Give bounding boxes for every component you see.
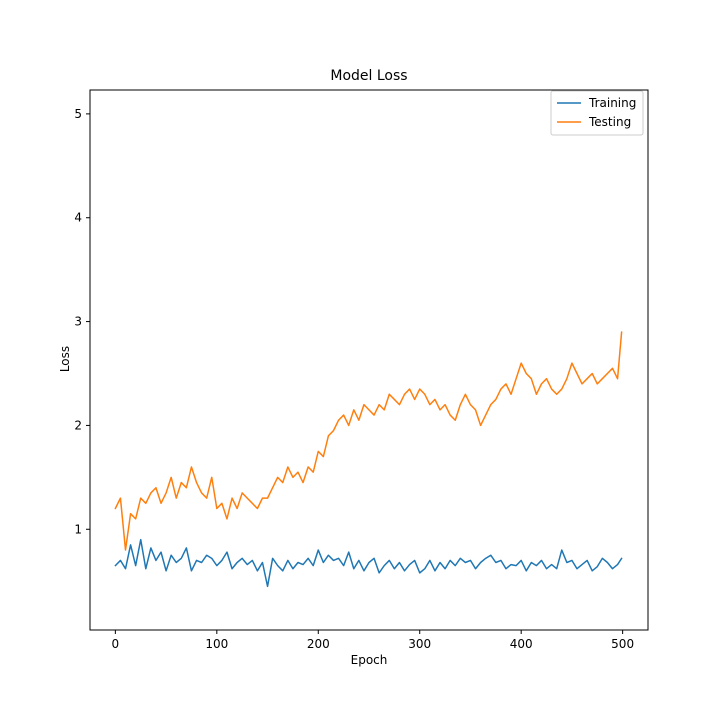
x-tick-label: 400: [510, 637, 533, 651]
series-line-training: [114, 538, 623, 588]
y-tick-label: 1: [74, 522, 82, 536]
y-axis-title: Loss: [58, 346, 72, 372]
chart-title: Model Loss: [330, 68, 407, 84]
y-tick-label: 2: [74, 418, 82, 432]
legend-label-testing: Testing: [588, 115, 631, 129]
legend-label-training: Training: [588, 96, 636, 110]
x-tick-label: 200: [307, 637, 330, 651]
axes-layer: 0 100 200 300 400 500 1 2 3 4 5: [74, 89, 649, 651]
x-axis-title: Epoch: [351, 653, 388, 667]
series-layer: [114, 331, 623, 588]
plot-background: [90, 90, 648, 630]
series-line-testing: [114, 331, 623, 551]
legend-box: [550, 90, 644, 136]
legend: Training Testing: [550, 90, 644, 136]
y-tick-label: 5: [74, 107, 82, 121]
y-tick-label: 4: [74, 211, 82, 225]
plot-area: [90, 90, 648, 630]
x-tick-label: 0: [112, 637, 120, 651]
x-tick-label: 500: [611, 637, 634, 651]
y-tick-label: 3: [74, 315, 82, 329]
x-tick-label: 100: [205, 637, 228, 651]
x-tick-label: 300: [408, 637, 431, 651]
axes-frame: [89, 89, 649, 631]
